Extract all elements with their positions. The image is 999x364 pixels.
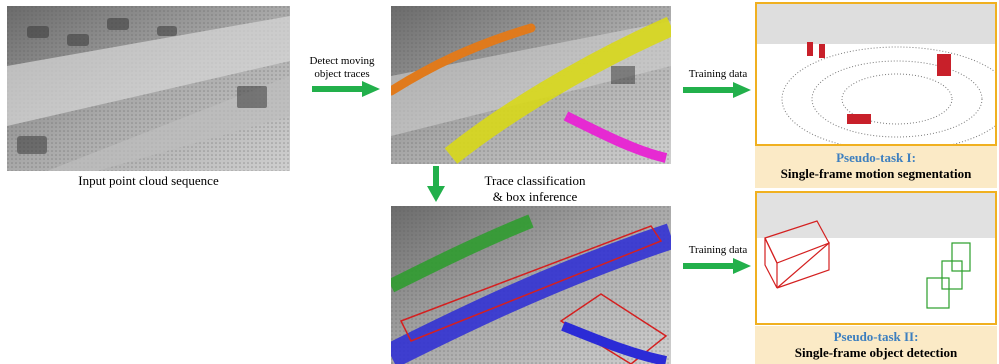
detect-label-line1: Detect moving [309, 55, 375, 67]
task2-caption-box: Pseudo-task II: Single-frame object dete… [755, 326, 997, 364]
training-label-1: Training data [688, 68, 748, 80]
input-point-cloud-image [7, 6, 290, 171]
motion-segmentation-image [755, 2, 997, 146]
box-inference-image [391, 206, 671, 364]
moving-traces-image [391, 6, 671, 164]
task2-title: Pseudo-task II: [833, 329, 919, 344]
input-label: Input point cloud sequence [78, 173, 219, 188]
trace-label-line1: Trace classification [484, 173, 586, 188]
trace-label-line2: & box inference [492, 189, 578, 204]
task1-caption-box: Pseudo-task I: Single-frame motion segme… [755, 146, 997, 188]
arrow-right-icon [683, 82, 751, 103]
arrow-right-icon [312, 81, 380, 102]
training-label-2: Training data [688, 244, 748, 256]
object-detection-image [755, 191, 997, 325]
arrow-right-icon [683, 258, 751, 279]
detect-label-line2: object traces [314, 68, 370, 80]
task1-title: Pseudo-task I: [836, 150, 916, 165]
arrow-down-icon [427, 166, 445, 207]
task1-subtitle: Single-frame motion segmentation [780, 166, 972, 181]
task2-subtitle: Single-frame object detection [794, 345, 958, 360]
